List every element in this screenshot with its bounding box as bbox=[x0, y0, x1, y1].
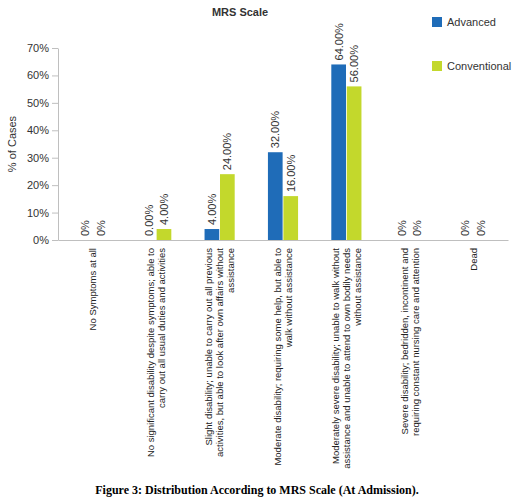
bar bbox=[78, 240, 93, 241]
x-tick-label: Slight disability; unable to carry out a… bbox=[203, 248, 236, 457]
y-tick-label: 20% bbox=[27, 179, 49, 191]
x-tick-label-line: activities, but able to look after own a… bbox=[214, 248, 225, 457]
y-axis: 0% 10% 20% 30% 40% 50% 60% 70% bbox=[27, 42, 59, 246]
data-label: 4.00% bbox=[206, 194, 218, 225]
bar bbox=[410, 240, 425, 241]
bar bbox=[157, 229, 172, 240]
data-label: 0% bbox=[459, 220, 471, 236]
bar bbox=[347, 86, 362, 240]
bar bbox=[458, 240, 473, 241]
data-labels: 0%0.00%4.00%32.00%64.00%0%0%0%4.00%24.00… bbox=[79, 23, 487, 236]
x-tick-label: Moderate disability; requiring some help… bbox=[272, 248, 294, 466]
x-tick-label-line: assistance and unable to attend to own b… bbox=[341, 248, 352, 469]
x-tick-label-line: Severe disability; bedridden, incontinen… bbox=[399, 248, 410, 434]
y-tick-label: 30% bbox=[27, 152, 49, 164]
bar bbox=[395, 240, 410, 241]
y-tick-label: 60% bbox=[27, 69, 49, 81]
y-axis-title: % of Cases bbox=[6, 115, 18, 172]
data-label: 24.00% bbox=[221, 133, 233, 171]
data-label: 4.00% bbox=[158, 194, 170, 225]
data-label: 0% bbox=[95, 220, 107, 236]
data-label: 32.00% bbox=[269, 111, 281, 149]
bar bbox=[141, 240, 156, 241]
data-label: 16.00% bbox=[285, 155, 297, 193]
data-label: 0% bbox=[396, 220, 408, 236]
bar bbox=[93, 240, 108, 241]
y-tick-label: 40% bbox=[27, 124, 49, 136]
data-label: 56.00% bbox=[348, 45, 360, 83]
x-tick-label-line: No Symptoms at all bbox=[87, 248, 98, 330]
y-tick-label: 50% bbox=[27, 97, 49, 109]
y-tick-label: 70% bbox=[27, 42, 49, 54]
x-tick-label-line: carry out all usual duties and activitie… bbox=[156, 248, 167, 408]
data-label: 0% bbox=[79, 220, 91, 236]
y-tick-mark bbox=[52, 185, 58, 186]
x-tick-label-line: No significant disability despite sympto… bbox=[145, 248, 156, 457]
x-tick-label-line: Moderately severe disability; unable to … bbox=[330, 248, 341, 464]
bar bbox=[220, 174, 235, 240]
bar bbox=[205, 229, 220, 240]
y-tick: 40% bbox=[27, 124, 58, 136]
x-axis bbox=[59, 240, 509, 241]
x-tick-label-line: requiring constant nursing care and atte… bbox=[410, 248, 421, 436]
y-tick: 10% bbox=[27, 207, 58, 219]
x-axis-line bbox=[59, 240, 509, 241]
bars bbox=[157, 64, 362, 240]
bar bbox=[268, 152, 283, 240]
y-tick-mark bbox=[52, 240, 58, 241]
x-tick-label-line: Moderate disability; requiring some help… bbox=[272, 248, 283, 466]
y-tick-label: 0% bbox=[33, 234, 49, 246]
y-tick-mark bbox=[52, 75, 58, 76]
x-tick-label: Moderately severe disability; unable to … bbox=[330, 248, 363, 469]
caption: Figure 3: Distribution According to MRS … bbox=[95, 483, 418, 497]
y-tick: 20% bbox=[27, 179, 58, 191]
legend: Advanced Conventional bbox=[432, 16, 511, 72]
title: MRS Scale bbox=[212, 6, 268, 18]
y-tick-mark bbox=[52, 103, 58, 104]
x-tick-label-line: Dead bbox=[468, 248, 479, 271]
legend-label: Conventional bbox=[447, 60, 511, 72]
y-tick-mark bbox=[52, 48, 58, 49]
y-tick: 70% bbox=[27, 42, 58, 54]
x-tick-label: Severe disability; bedridden, incontinen… bbox=[399, 248, 421, 436]
x-tick-labels: No Symptoms at all No significant disabil… bbox=[87, 248, 478, 469]
data-label: 0% bbox=[475, 220, 487, 236]
chart: 0%10%20%30%40%50%60%70%0%0.00%4.00%32.00… bbox=[0, 0, 514, 504]
y-tick: 60% bbox=[27, 69, 58, 81]
y-tick-mark bbox=[52, 213, 58, 214]
y-axis-line bbox=[58, 49, 59, 241]
data-label: 0.00% bbox=[143, 205, 155, 236]
data-label: 0% bbox=[411, 220, 423, 236]
x-tick-label-line: walk without assistance bbox=[283, 248, 294, 348]
bar bbox=[283, 196, 298, 240]
y-tick: 30% bbox=[27, 152, 58, 164]
x-tick-label: Dead bbox=[468, 248, 479, 271]
y-tick-mark bbox=[52, 158, 58, 159]
y-tick-label: 10% bbox=[27, 207, 49, 219]
x-tick-label: No significant disability despite sympto… bbox=[145, 248, 167, 457]
x-tick-label: No Symptoms at all bbox=[87, 248, 98, 330]
x-tick-label-line: assistance bbox=[225, 248, 236, 293]
legend-swatch bbox=[432, 17, 442, 27]
x-tick-label-line: without assistance bbox=[352, 248, 363, 327]
data-label: 64.00% bbox=[333, 23, 345, 61]
y-tick-mark bbox=[52, 130, 58, 131]
legend-swatch bbox=[432, 61, 442, 71]
y-tick: 0% bbox=[33, 234, 58, 246]
y-tick: 50% bbox=[27, 97, 58, 109]
legend-label: Advanced bbox=[447, 16, 496, 28]
bar bbox=[474, 240, 489, 241]
x-tick-label-line: Slight disability; unable to carry out a… bbox=[203, 248, 214, 446]
bar bbox=[331, 64, 346, 240]
